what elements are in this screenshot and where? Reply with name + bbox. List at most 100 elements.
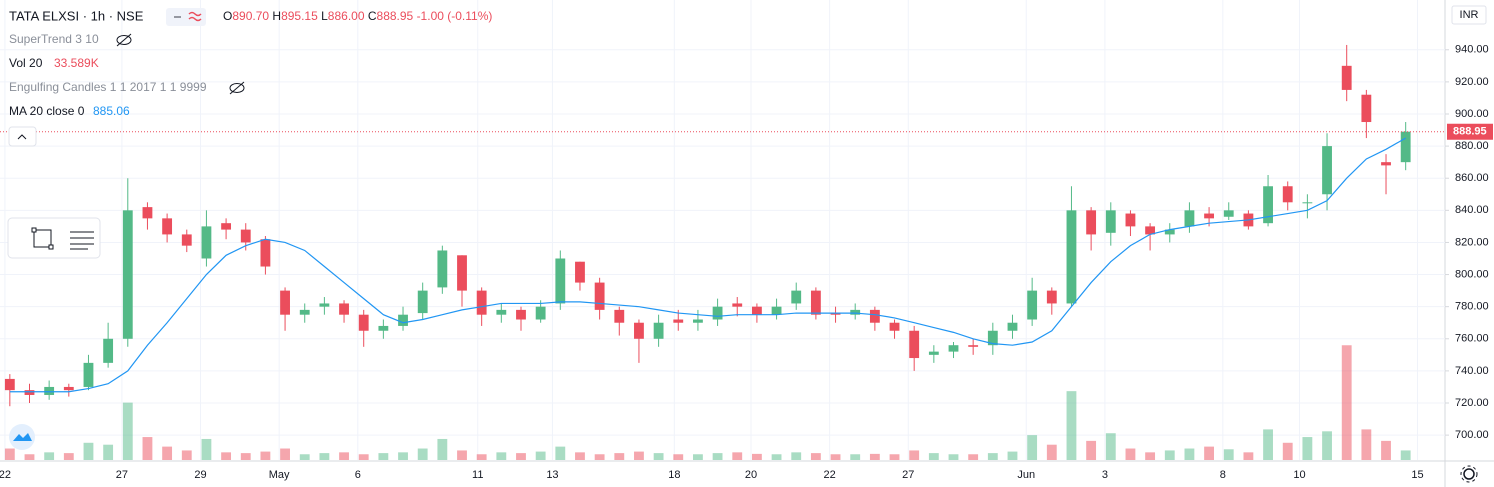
volume-bar [457, 450, 467, 460]
candle-body [575, 261, 585, 283]
candle-body [909, 330, 920, 359]
candle-body [437, 250, 448, 288]
candle-body [457, 255, 467, 291]
candle-body [968, 345, 979, 347]
volume-bar [103, 444, 114, 460]
hide-icon[interactable] [116, 33, 132, 47]
volume-bar [928, 453, 939, 460]
settings-button[interactable] [1460, 465, 1478, 483]
volume-bar [1007, 451, 1018, 460]
volume-bar [1282, 442, 1293, 460]
ohlc-value: 886.00 [328, 9, 365, 23]
volume-bar [712, 453, 723, 460]
currency-button[interactable] [1451, 5, 1487, 25]
ohlc-label: L [321, 9, 328, 23]
volume-bar [1322, 431, 1332, 460]
grid [0, 0, 1445, 460]
indicator-name: Engulfing Candles 1 1 2017 1 1 9999 [9, 80, 207, 94]
ohlc-value: 895.15 [281, 9, 318, 23]
y-tick-label: 760.00 [1455, 333, 1489, 345]
volume-bar [1400, 450, 1411, 460]
volume-bar [1361, 429, 1372, 460]
volume-bar [535, 451, 546, 460]
candle-body [693, 319, 703, 323]
hide-icon[interactable] [229, 81, 245, 95]
candle-body [1322, 146, 1332, 195]
candle-body [771, 306, 782, 315]
candle-body [162, 218, 173, 235]
x-tick-label: 3 [1102, 469, 1108, 481]
volume-bar [1125, 448, 1136, 460]
candle-body [850, 309, 861, 315]
volume-bar [653, 453, 664, 460]
candle-body [1223, 210, 1234, 217]
rectangle-tool[interactable] [31, 227, 54, 250]
volume-bar [339, 452, 349, 460]
last-price-tag [1447, 123, 1493, 140]
candle-body [555, 258, 566, 304]
candle-body [339, 303, 349, 315]
y-tick-label: 900.00 [1455, 108, 1489, 120]
y-tick-label: 880.00 [1455, 140, 1489, 152]
x-tick-label: 29 [194, 469, 206, 481]
lines-tool[interactable] [70, 231, 94, 250]
icon [17, 134, 27, 140]
volume-bar [948, 454, 959, 460]
candle-body [594, 282, 605, 310]
candle-body [1263, 186, 1273, 224]
candle-body [1361, 94, 1372, 123]
ohlc-value: 888.95 [377, 9, 414, 23]
volume-bar [240, 453, 251, 460]
candle-body [1046, 290, 1057, 304]
candle-body [1125, 213, 1136, 227]
candle-body [280, 290, 290, 315]
overlay: 888.95 [0, 123, 1493, 393]
volume-bar [1341, 345, 1352, 460]
candle-body [4, 378, 15, 391]
candle-body [142, 207, 153, 219]
volume-bar [830, 454, 841, 460]
y-tick-label: 940.00 [1455, 44, 1489, 56]
volume-bar [24, 454, 35, 460]
symbol-title: TATA ELXSI · 1h · NSE [9, 8, 144, 23]
collapse-button[interactable] [8, 126, 37, 147]
candle-body [869, 309, 880, 323]
volume-bar [378, 453, 389, 460]
x-tick-label: 8 [1220, 469, 1226, 481]
candle-body [614, 309, 625, 323]
candle-body [712, 306, 723, 320]
volume-bar [909, 450, 920, 460]
volume-bar [83, 442, 94, 460]
candle-body [122, 210, 133, 339]
candle-body [83, 362, 94, 387]
candle-body [791, 290, 802, 304]
candle-body [240, 229, 251, 243]
candle-body [378, 325, 389, 331]
indicator-name: SuperTrend 3 10 [9, 32, 99, 46]
candle-body [1066, 210, 1077, 304]
candle-body [1145, 226, 1156, 235]
compare-button[interactable] [166, 8, 206, 26]
candle-body [1341, 65, 1352, 90]
indicator-name: Vol 20 [9, 56, 43, 70]
candle-body [1282, 186, 1293, 203]
candle-body [634, 322, 644, 339]
candle-body [398, 314, 408, 326]
volume-bar [1381, 440, 1391, 460]
volume-bar [751, 453, 762, 460]
volume-bar [889, 454, 900, 460]
axis-labels: 700.00 720.00 740.00 760.00 780.00 800.00 820.… [0, 44, 1489, 481]
volume-bar [122, 402, 133, 460]
x-tick-label: 20 [745, 469, 757, 481]
volume-bar [732, 452, 743, 460]
ohlc-label: O [223, 9, 232, 23]
candle-body [476, 290, 487, 315]
currency: INR [1460, 9, 1479, 21]
volume-bar [968, 454, 979, 460]
volume-bar [142, 437, 153, 460]
y-tick-label: 860.00 [1455, 172, 1489, 184]
candle-body [260, 239, 271, 267]
volume-bar [693, 454, 703, 460]
ohlc-values: O890.70 H895.15 L886.00 C888.95 -1.00 (-… [223, 9, 492, 23]
